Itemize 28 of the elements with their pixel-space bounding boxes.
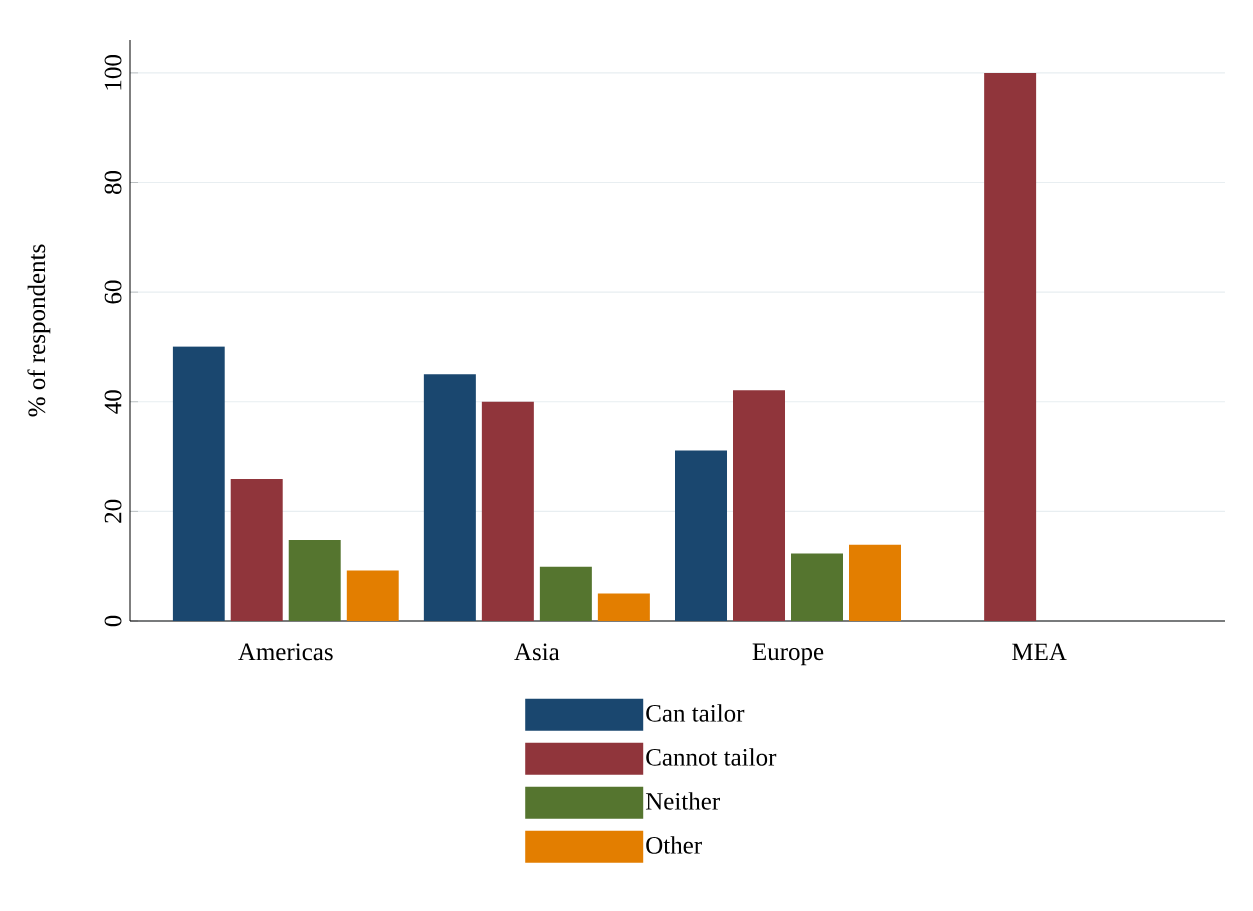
bar <box>597 593 650 621</box>
x-tick-label: Europe <box>752 643 824 666</box>
bar <box>849 544 902 621</box>
legend-label: Cannot tailor <box>646 748 777 766</box>
y-tick-label: 100 <box>104 55 122 90</box>
x-tick-label: Asia <box>514 643 560 661</box>
bar <box>288 539 341 621</box>
bar <box>539 566 592 621</box>
y-axis-title: % of respondents <box>27 244 51 417</box>
y-tick-label: 80 <box>104 170 122 195</box>
legend-label: Neither <box>645 792 720 810</box>
bar <box>733 390 786 621</box>
x-tick-label: Americas <box>238 643 333 661</box>
y-tick-label: 20 <box>104 499 122 523</box>
bar <box>230 479 283 621</box>
y-tick-label: 0 <box>104 615 122 627</box>
x-tick-label: MEA <box>1012 643 1067 661</box>
bar <box>791 553 844 621</box>
bar <box>481 401 534 621</box>
legend-label: Can tailor <box>646 704 745 722</box>
legend-label: Other <box>646 836 702 854</box>
bar <box>172 346 225 621</box>
y-tick-label: 60 <box>104 280 122 304</box>
y-tick-label: 40 <box>104 390 122 414</box>
bar <box>346 570 399 621</box>
bar <box>423 374 476 621</box>
bar <box>675 450 727 621</box>
bar <box>984 72 1037 621</box>
